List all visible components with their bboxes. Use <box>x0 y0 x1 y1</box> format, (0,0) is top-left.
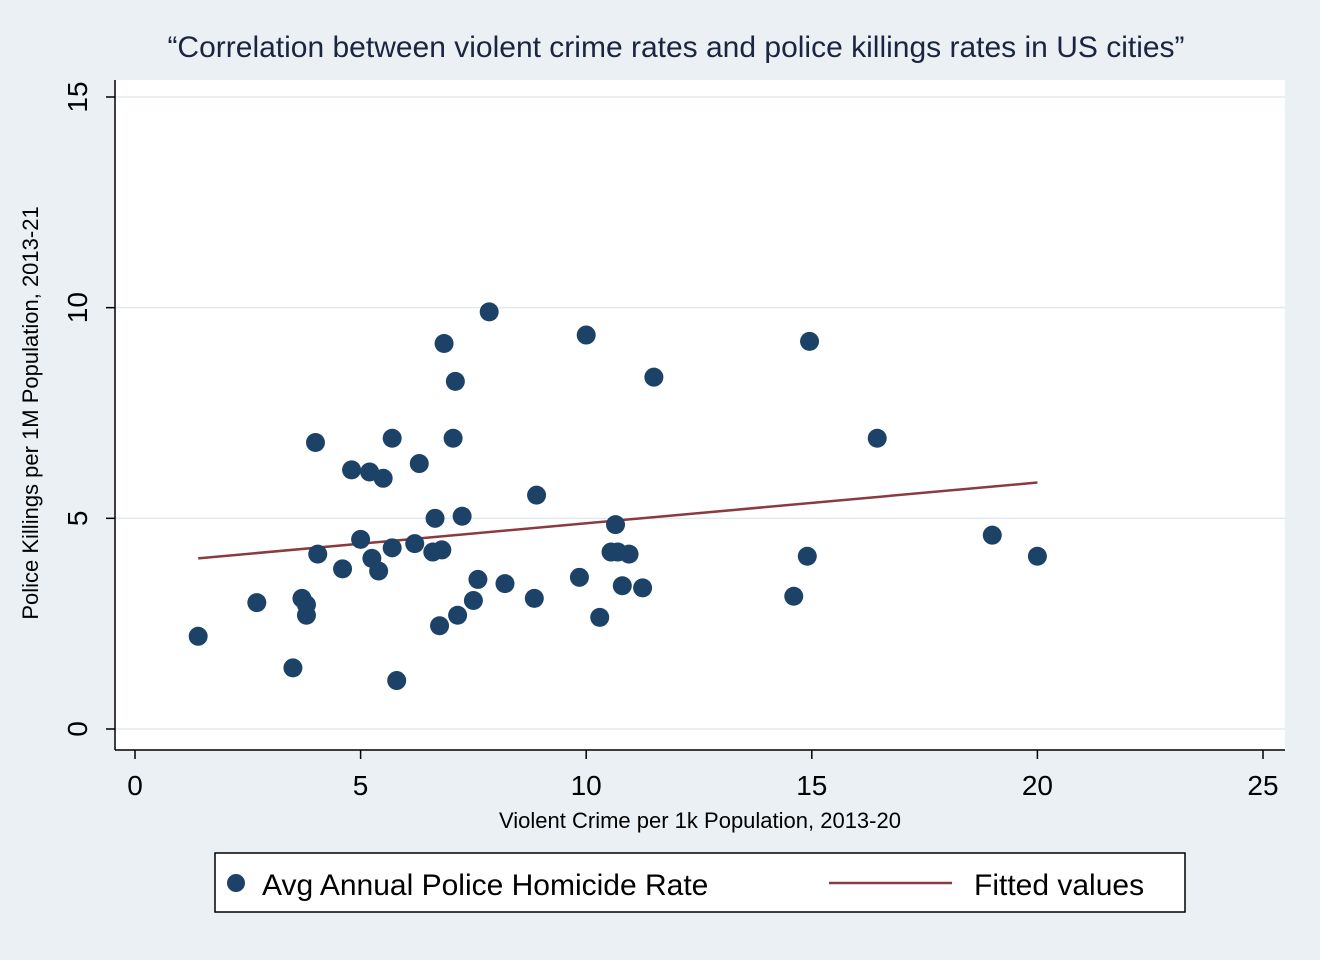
scatter-point <box>448 605 468 625</box>
scatter-point <box>409 454 429 474</box>
plot-area <box>115 80 1285 750</box>
scatter-point <box>434 333 454 353</box>
scatter-point <box>432 540 452 560</box>
scatter-point <box>495 574 515 594</box>
scatter-point <box>982 525 1002 545</box>
scatter-point <box>305 432 325 452</box>
scatter-point <box>644 367 664 387</box>
scatter-point <box>342 460 362 480</box>
scatter-point <box>606 515 626 535</box>
scatter-point <box>452 506 472 526</box>
scatter-point <box>590 607 610 627</box>
legend-label-points: Avg Annual Police Homicide Rate <box>262 869 708 902</box>
x-tick-label: 15 <box>796 770 827 801</box>
scatter-point <box>425 508 445 528</box>
axes: 0 5 10 15 20 25 0 5 10 15 <box>62 80 1285 801</box>
x-axis-label: Violent Crime per 1k Population, 2013-20 <box>499 808 901 833</box>
x-tick-label: 0 <box>127 770 143 801</box>
legend-label-fit: Fitted values <box>974 869 1144 902</box>
chart-title: “Correlation between violent crime rates… <box>167 31 1184 64</box>
scatter-point <box>468 569 488 589</box>
scatter-point <box>373 468 393 488</box>
scatter-point <box>445 371 465 391</box>
scatter-point <box>633 578 653 598</box>
legend: Avg Annual Police Homicide Rate Fitted v… <box>214 852 1186 913</box>
scatter-point <box>800 331 820 351</box>
scatter-point <box>479 302 499 322</box>
scatter-point <box>797 546 817 566</box>
x-tick-label: 20 <box>1022 770 1053 801</box>
scatter-point <box>784 586 804 606</box>
scatter-point <box>283 658 303 678</box>
scatter-point <box>569 567 589 587</box>
legend-marker-points <box>227 874 245 892</box>
y-tick-label: 5 <box>62 511 93 527</box>
legend-box <box>214 852 1186 913</box>
scatter-point <box>333 559 353 579</box>
scatter-point <box>524 588 544 608</box>
x-tick-label: 5 <box>353 770 369 801</box>
x-tick-label: 25 <box>1247 770 1278 801</box>
scatter-point <box>527 485 547 505</box>
y-tick-label: 15 <box>62 81 93 112</box>
scatter-point <box>405 534 425 554</box>
scatter-point <box>867 428 887 448</box>
scatter-point <box>351 529 371 549</box>
y-tick-label: 0 <box>62 721 93 737</box>
scatter-point <box>612 576 632 596</box>
y-axis-label: Police Killings per 1M Population, 2013-… <box>18 206 43 619</box>
scatter-point <box>1027 546 1047 566</box>
scatter-point <box>382 538 402 558</box>
y-tick-label: 10 <box>62 292 93 323</box>
scatter-point <box>443 428 463 448</box>
scatter-point <box>247 593 267 613</box>
scatter-point <box>619 544 639 564</box>
scatter-point <box>576 325 596 345</box>
scatter-point <box>463 590 483 610</box>
scatter-point <box>369 561 389 581</box>
scatter-point <box>382 428 402 448</box>
scatter-point <box>296 605 316 625</box>
scatter-point <box>387 671 407 691</box>
scatter-point <box>308 544 328 564</box>
gridlines <box>115 96 1285 730</box>
points-group <box>188 302 1047 691</box>
scatter-point <box>430 616 450 636</box>
x-tick-label: 10 <box>571 770 602 801</box>
scatter-point <box>188 626 208 646</box>
